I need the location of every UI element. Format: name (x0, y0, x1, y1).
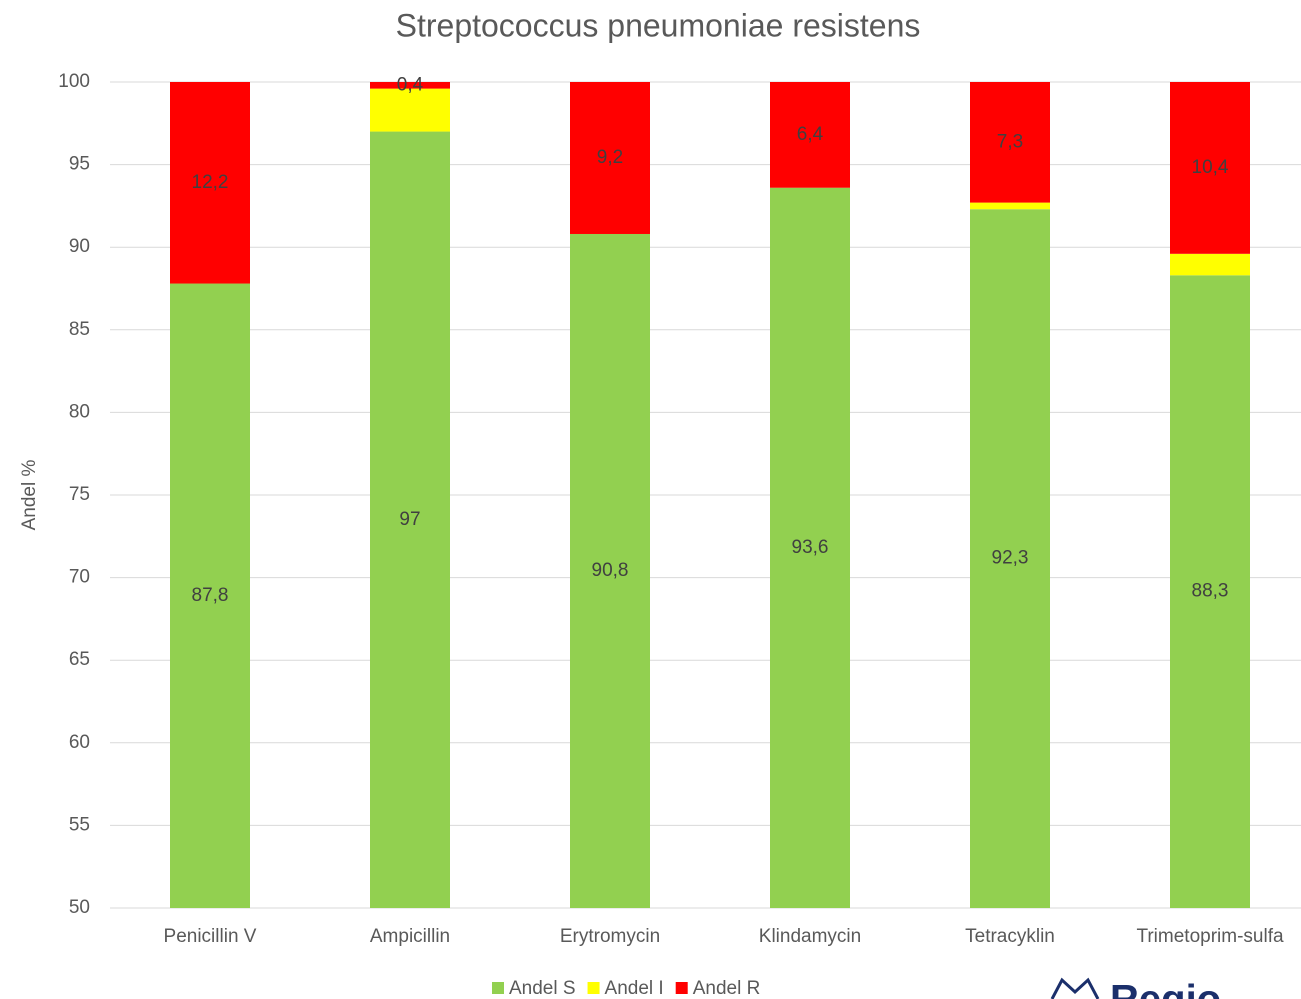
logo-text: Regio (1110, 978, 1221, 999)
x-tick-label: Trimetoprim-sulfa (1136, 926, 1284, 947)
bar-segment (370, 131, 450, 908)
x-tick-label: Ampicillin (370, 926, 450, 947)
bar-segment (370, 82, 450, 89)
y-tick-label: 55 (69, 814, 90, 835)
data-label: 88,3 (1192, 581, 1229, 602)
y-tick-label: 70 (69, 567, 90, 588)
y-tick-label: 95 (69, 154, 90, 175)
y-tick-label: 50 (69, 897, 90, 918)
data-label: 0,4 (397, 74, 424, 95)
logo: Regio (1050, 977, 1221, 999)
bar-segment (970, 82, 1050, 203)
y-tick-label: 75 (69, 484, 90, 505)
x-tick-label: Klindamycin (759, 926, 861, 947)
y-tick-label: 100 (58, 71, 90, 92)
y-tick-label: 90 (69, 236, 90, 257)
bar-segment (170, 82, 250, 284)
bar-segment (970, 202, 1050, 210)
logo-icon (1050, 977, 1100, 999)
x-tick-label: Tetracyklin (965, 926, 1055, 947)
data-label: 9,2 (597, 147, 623, 168)
data-label: 97 (399, 509, 420, 530)
data-label: 6,4 (797, 124, 824, 145)
x-tick-label: Penicillin V (164, 926, 257, 947)
bar-segment (1170, 82, 1250, 254)
legend-label: Andel I (605, 978, 664, 999)
data-label: 92,3 (992, 548, 1029, 569)
legend-label: Andel S (509, 978, 576, 999)
legend-label: Andel R (693, 978, 761, 999)
bar-segment (770, 187, 850, 908)
bar-segment (570, 82, 650, 234)
data-label: 93,6 (792, 537, 829, 558)
data-label: 7,3 (997, 131, 1023, 152)
y-tick-label: 80 (69, 401, 90, 422)
y-tick-label: 65 (69, 649, 90, 670)
chart-title: Streptococcus pneumoniae resistens (396, 7, 921, 43)
y-axis-label: Andel % (19, 460, 40, 531)
bar-segment (1170, 253, 1250, 276)
legend-swatch (492, 982, 504, 994)
data-label: 10,4 (1192, 157, 1229, 178)
bar-segment (170, 283, 250, 908)
y-tick-label: 60 (69, 732, 90, 753)
legend-swatch (675, 982, 688, 994)
y-tick-label: 85 (69, 319, 90, 340)
bar-segment (970, 209, 1050, 909)
legend-swatch (587, 982, 600, 994)
bar-segment (370, 88, 450, 132)
data-label: 90,8 (592, 560, 629, 581)
data-label: 87,8 (192, 585, 229, 606)
bar-segment (570, 233, 650, 908)
data-label: 12,2 (192, 172, 229, 193)
bar-segment (1170, 275, 1250, 908)
x-tick-label: Erytromycin (560, 926, 660, 947)
bar-segment (770, 82, 850, 188)
